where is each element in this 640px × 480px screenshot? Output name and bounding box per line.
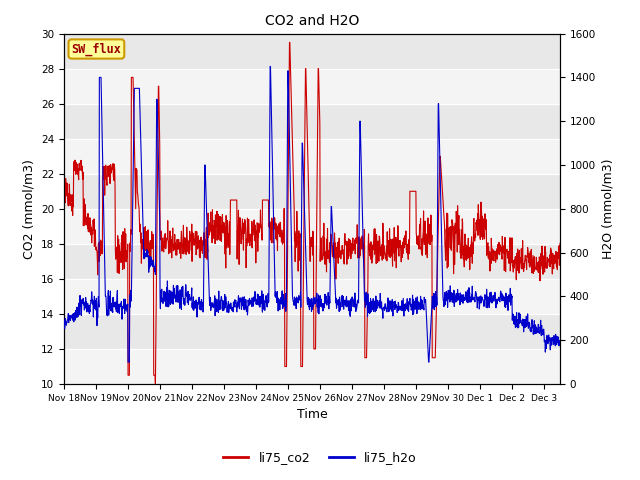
Y-axis label: CO2 (mmol/m3): CO2 (mmol/m3) [22,159,35,259]
Title: CO2 and H2O: CO2 and H2O [265,14,359,28]
Bar [64,279,560,314]
Bar [64,69,560,104]
Text: SW_flux: SW_flux [72,42,122,56]
Y-axis label: H2O (mmol/m3): H2O (mmol/m3) [602,158,614,259]
Legend: li75_co2, li75_h2o: li75_co2, li75_h2o [218,446,422,469]
X-axis label: Time: Time [296,408,328,421]
Bar [64,139,560,174]
Bar [64,209,560,244]
Bar [64,349,560,384]
